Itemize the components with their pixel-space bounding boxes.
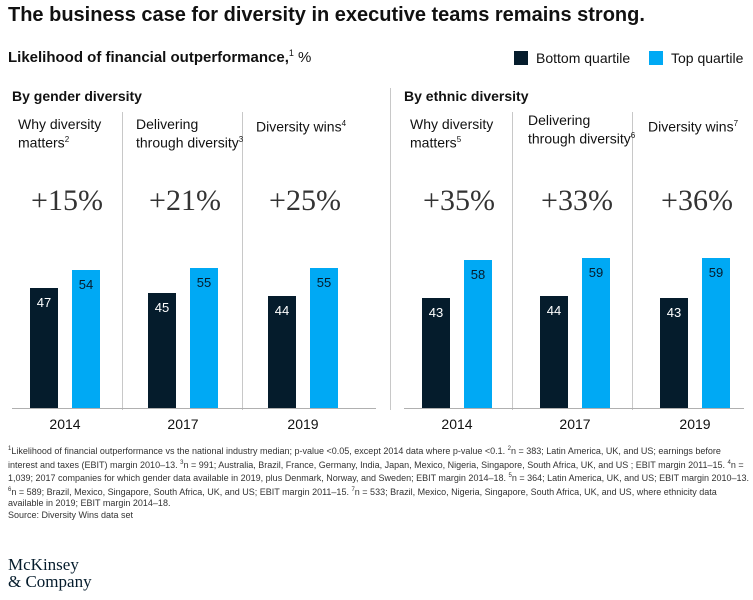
bar-top-quartile-gender-2017: 55 [190, 267, 218, 408]
bar-bottom-quartile-ethnic-2014: 43 [422, 298, 450, 408]
footnote-item: n = 1,039; 2017 companies for which gend… [8, 459, 744, 484]
subtitle-unit: % [293, 49, 312, 66]
difference-label-ethnic-2019: +36% [661, 184, 733, 217]
column-label-ethnic-2014: Why diversity matters5 [410, 116, 520, 151]
column-label-text: Diversity wins [648, 118, 734, 135]
footnote-item: n = 364; Latin America, UK, and US; EBIT… [511, 473, 750, 484]
bar-top-quartile-ethnic-2014: 58 [464, 260, 492, 408]
source-note: Source: Diversity Wins data set [8, 509, 134, 520]
bar-value-label: 54 [78, 277, 94, 293]
bar-value-label: 55 [196, 274, 212, 290]
column-label-marker: 4 [341, 119, 347, 128]
bar-value-label: 59 [588, 264, 604, 280]
year-label-gender-2017: 2017 [167, 416, 199, 432]
footnote-item: n = 991; Australia, Brazil, France, Germ… [183, 459, 728, 470]
bar-value-label: 59 [708, 264, 724, 280]
bar-top-quartile-ethnic-2017: 59 [582, 257, 610, 408]
legend-swatch-bottom [514, 51, 528, 65]
footnote-marker: 7 [351, 486, 355, 493]
column-label-marker: 2 [64, 135, 70, 144]
column-divider [122, 112, 123, 410]
bar-value-label: 43 [428, 305, 444, 321]
column-label-ethnic-2017: Delivering through diversity6 [528, 112, 638, 147]
column-label-text: Delivering through diversity [528, 112, 631, 147]
footnote-marker: 1 [8, 446, 12, 452]
column-label-gender-2014: Why diversity matters2 [18, 116, 128, 151]
chart-subtitle: Likelihood of financial outperformance,1… [8, 48, 311, 66]
column-label-text: Diversity wins [256, 118, 342, 135]
column-label-gender-2017: Delivering through diversity3 [136, 116, 246, 151]
footnote-marker: 6 [8, 486, 12, 493]
year-label-ethnic-2017: 2017 [559, 416, 591, 432]
panel-title-gender: By gender diversity [12, 88, 142, 104]
column-label-text: Why diversity matters [410, 116, 494, 151]
subtitle-label: Likelihood of financial outperformance, [8, 49, 289, 66]
legend-swatch-top [649, 51, 663, 65]
footnote-marker: 5 [508, 473, 512, 480]
legend-top-quartile: Top quartile [649, 50, 743, 66]
year-label-gender-2019: 2019 [287, 416, 319, 432]
subtitle-footnote-marker: 1 [288, 48, 294, 58]
bar-value-label: 44 [546, 302, 562, 318]
column-divider [512, 112, 513, 410]
legend-bottom-quartile: Bottom quartile [514, 50, 630, 66]
chart-title: The business case for diversity in execu… [8, 4, 645, 26]
footnote-item: n = 383; Latin America, UK, and US; earn… [8, 446, 721, 470]
column-label-marker: 6 [630, 131, 636, 140]
bar-bottom-quartile-gender-2014: 47 [30, 288, 58, 408]
baseline-ethnic [404, 408, 744, 409]
panel-title-ethnic: By ethnic diversity [404, 88, 529, 104]
difference-label-ethnic-2017: +33% [541, 184, 613, 217]
bar-top-quartile-gender-2019: 55 [310, 267, 338, 408]
column-label-gender-2019: Diversity wins4 [256, 116, 366, 135]
footnote-item: n = 589; Brazil, Mexico, Singapore, Sout… [11, 486, 352, 497]
footnotes: 1Likelihood of financial outperformance … [8, 444, 750, 522]
bar-bottom-quartile-gender-2017: 45 [148, 293, 176, 408]
bar-value-label: 58 [470, 267, 486, 283]
difference-label-ethnic-2014: +35% [423, 184, 495, 217]
column-divider [632, 112, 633, 410]
footnote-marker: 4 [727, 459, 731, 466]
column-label-ethnic-2019: Diversity wins7 [648, 116, 753, 135]
footnote-marker: 3 [180, 459, 184, 466]
difference-label-gender-2014: +15% [31, 184, 103, 217]
difference-label-gender-2017: +21% [149, 184, 221, 217]
column-label-text: Why diversity matters [18, 116, 102, 151]
bar-top-quartile-gender-2014: 54 [72, 270, 100, 408]
mckinsey-logo: McKinsey & Company [8, 556, 92, 590]
year-label-ethnic-2019: 2019 [679, 416, 711, 432]
bar-value-label: 55 [316, 274, 332, 290]
column-label-marker: 7 [733, 119, 739, 128]
bar-bottom-quartile-ethnic-2019: 43 [660, 298, 688, 408]
footnote-marker: 2 [507, 446, 512, 452]
footnote-item: n = 533; Brazil, Mexico, Nigeria, Singap… [8, 486, 717, 509]
bar-value-label: 44 [274, 302, 290, 318]
bar-bottom-quartile-ethnic-2017: 44 [540, 295, 568, 408]
logo-line-1: McKinsey [8, 555, 79, 574]
column-label-marker: 3 [238, 135, 244, 144]
footnote-text: 1Likelihood of financial outperformance … [8, 446, 749, 508]
bar-bottom-quartile-gender-2019: 44 [268, 295, 296, 408]
column-divider [242, 112, 243, 410]
column-label-marker: 5 [456, 135, 462, 144]
year-label-ethnic-2014: 2014 [441, 416, 473, 432]
footnote-item: Likelihood of financial outperformance v… [11, 446, 508, 456]
panel-divider [390, 88, 391, 410]
bar-value-label: 45 [154, 300, 170, 316]
logo-line-2: & Company [8, 572, 92, 591]
baseline-gender [12, 408, 376, 409]
legend-label-top: Top quartile [671, 50, 744, 66]
legend-label-bottom: Bottom quartile [536, 50, 631, 66]
column-label-text: Delivering through diversity [136, 116, 239, 151]
difference-label-gender-2019: +25% [269, 184, 341, 217]
bar-top-quartile-ethnic-2019: 59 [702, 257, 730, 408]
year-label-gender-2014: 2014 [49, 416, 81, 432]
bar-value-label: 47 [36, 295, 52, 311]
bar-value-label: 43 [666, 305, 682, 321]
